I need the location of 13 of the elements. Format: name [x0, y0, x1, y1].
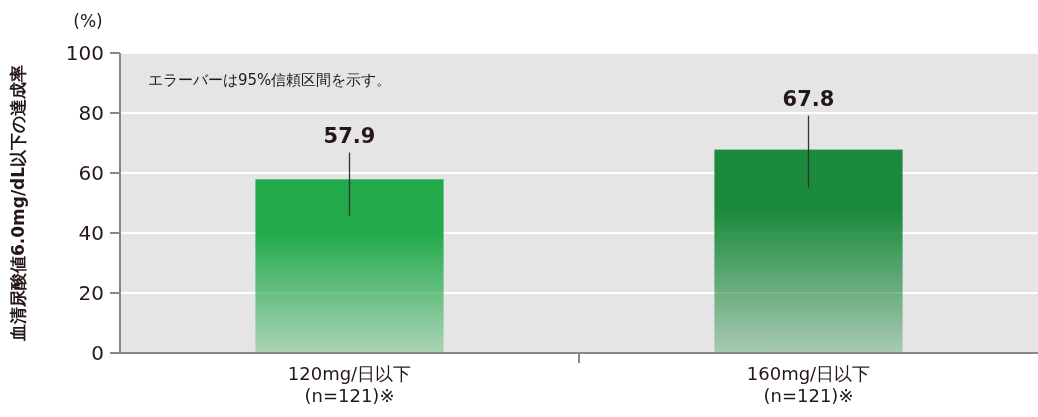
- y-tick-label: 100: [65, 41, 104, 65]
- y-tick-label: 80: [78, 101, 104, 125]
- y-tick-label: 40: [78, 221, 104, 245]
- y-axis-title: 血清尿酸値6.0mg/dL以下の達成率: [8, 64, 28, 343]
- text: (%): [73, 11, 103, 31]
- y-tick-label: 60: [78, 161, 104, 185]
- x-tick-label: 120mg/日以下 (n=121)※: [287, 363, 412, 406]
- x-tick-label: 160mg/日以下 (n=121)※: [746, 363, 871, 406]
- data-label: 57.9: [323, 123, 376, 148]
- y-tick-label: 20: [78, 281, 104, 305]
- data-label: 67.8: [782, 86, 835, 111]
- annotation: エラーバーは95%信頼区間を示す。: [148, 71, 392, 89]
- y-tick-label: 0: [91, 341, 104, 365]
